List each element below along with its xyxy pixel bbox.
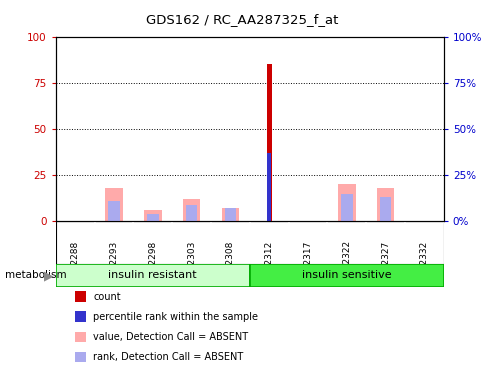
Text: GSM2288: GSM2288 <box>71 240 79 284</box>
Text: GSM2322: GSM2322 <box>342 240 350 284</box>
Text: GSM2298: GSM2298 <box>148 240 157 284</box>
Text: GSM2293: GSM2293 <box>109 240 118 284</box>
Bar <box>249 264 443 287</box>
Bar <box>105 188 122 221</box>
Bar <box>221 209 239 221</box>
Bar <box>56 264 249 287</box>
Text: percentile rank within the sample: percentile rank within the sample <box>93 312 257 322</box>
Bar <box>185 205 197 221</box>
Bar <box>182 199 200 221</box>
Bar <box>376 188 393 221</box>
Bar <box>379 197 391 221</box>
Text: metabolism: metabolism <box>5 270 66 280</box>
Text: count: count <box>93 292 121 302</box>
Text: ▶: ▶ <box>44 269 53 282</box>
Text: insulin sensitive: insulin sensitive <box>302 270 391 280</box>
Bar <box>224 209 236 221</box>
Bar <box>340 194 352 221</box>
Text: GDS162 / RC_AA287325_f_at: GDS162 / RC_AA287325_f_at <box>146 13 338 26</box>
Text: GSM2312: GSM2312 <box>264 240 273 284</box>
Text: GSM2317: GSM2317 <box>303 240 312 284</box>
Bar <box>267 153 271 221</box>
Bar <box>144 210 161 221</box>
Text: insulin resistant: insulin resistant <box>108 270 197 280</box>
Text: GSM2332: GSM2332 <box>419 240 428 284</box>
Bar <box>337 184 355 221</box>
Text: GSM2303: GSM2303 <box>187 240 196 284</box>
Bar <box>108 201 120 221</box>
Text: rank, Detection Call = ABSENT: rank, Detection Call = ABSENT <box>93 352 243 362</box>
Bar <box>147 214 158 221</box>
Bar <box>266 64 271 221</box>
Text: GSM2327: GSM2327 <box>380 240 389 284</box>
Text: GSM2308: GSM2308 <box>226 240 234 284</box>
Text: value, Detection Call = ABSENT: value, Detection Call = ABSENT <box>93 332 248 342</box>
